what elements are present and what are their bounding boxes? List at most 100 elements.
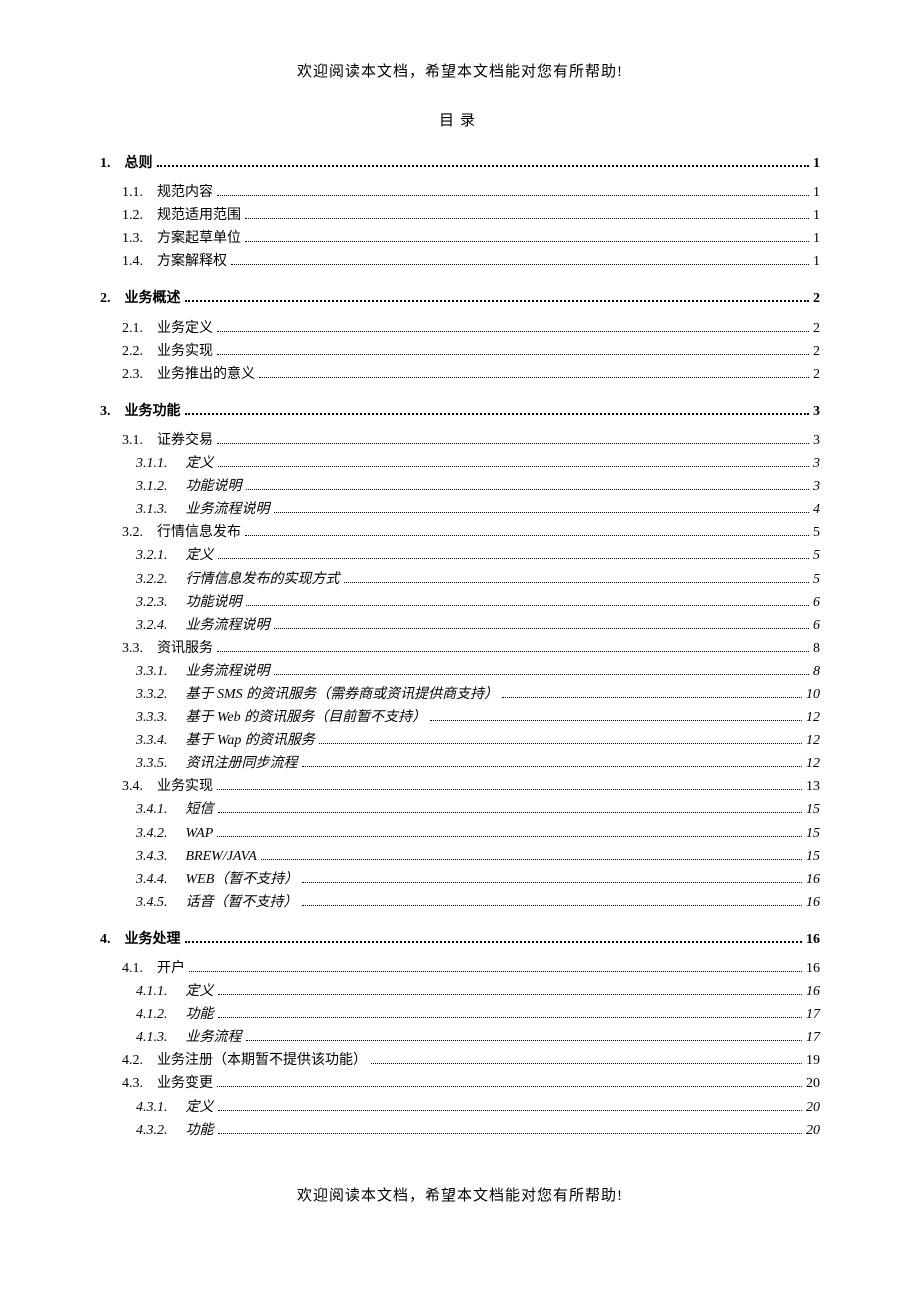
toc-entry-page: 20 — [806, 1072, 820, 1095]
toc-entry-text: 业务流程说明 — [186, 660, 270, 683]
toc-entry-number: 3.1.1. — [136, 452, 168, 475]
toc-leader-dots — [245, 241, 809, 242]
toc-entry-text: 业务概述 — [125, 287, 181, 310]
toc-leader-dots — [261, 859, 802, 860]
toc-entry-text: 业务注册（本期暂不提供该功能） — [157, 1049, 367, 1072]
toc-entry-text: 方案解释权 — [157, 250, 227, 273]
toc-entry-page: 6 — [813, 614, 820, 637]
toc-entry-page: 3 — [813, 429, 820, 452]
toc-entry-number: 2. — [100, 287, 111, 310]
toc-entry-number: 4.3.2. — [136, 1119, 168, 1142]
toc-entry-number: 3.4. — [122, 775, 143, 798]
toc-leader-dots — [217, 651, 809, 652]
toc-entry-page: 1 — [813, 181, 820, 204]
toc-entry: 3.3.5.资讯注册同步流程12 — [100, 752, 820, 775]
toc-entry-text: 短信 — [186, 798, 214, 821]
toc-entry-number: 4. — [100, 928, 111, 951]
toc-entry: 4.1.3.业务流程17 — [100, 1026, 820, 1049]
toc-entry: 3.2.3. 功能说明 6 — [100, 591, 820, 614]
toc-entry: 2.业务概述2 — [100, 287, 820, 310]
toc-entry-number: 1.3. — [122, 227, 143, 250]
toc-entry-page: 3 — [813, 475, 820, 498]
toc-entry-page: 12 — [806, 729, 820, 752]
toc-entry: 3.4.2.WAP15 — [100, 822, 820, 845]
toc-entry-text: BREW/JAVA — [186, 845, 257, 868]
toc-entry: 4.3.业务变更20 — [100, 1072, 820, 1095]
toc-entry-number: 2.3. — [122, 363, 143, 386]
toc-entry-number: 1.2. — [122, 204, 143, 227]
toc-entry-number: 3.1. — [122, 429, 143, 452]
toc-entry: 3.2.2.行情信息发布的实现方式5 — [100, 568, 820, 591]
toc-entry-text: 功能说明 — [186, 591, 242, 614]
toc-leader-dots — [218, 558, 810, 559]
toc-leader-dots — [217, 836, 802, 837]
toc-entry-number: 4.3.1. — [136, 1096, 168, 1119]
toc-entry-text: 资讯注册同步流程 — [186, 752, 298, 775]
toc-leader-dots — [218, 994, 803, 995]
toc-entry-number: 4.1.3. — [136, 1026, 168, 1049]
toc-entry-text: 业务推出的意义 — [157, 363, 255, 386]
toc-entry: 2.3. 业务推出的意义 2 — [100, 363, 820, 386]
toc-entry: 4.3.2.功能20 — [100, 1119, 820, 1142]
toc-entry-page: 10 — [806, 683, 820, 706]
toc-leader-dots — [274, 674, 810, 675]
toc-leader-dots — [302, 905, 803, 906]
toc-entry-text: WAP — [186, 822, 214, 845]
toc-entry-number: 3.4.4. — [136, 868, 168, 891]
toc-entry: 2.1.业务定义2 — [100, 317, 820, 340]
toc-leader-dots — [217, 354, 809, 355]
toc-leader-dots — [246, 1040, 803, 1041]
toc-entry-page: 1 — [813, 152, 820, 175]
toc-entry-text: 定义 — [186, 544, 214, 567]
toc-entry-number: 3.3.2. — [136, 683, 168, 706]
toc-entry-page: 16 — [806, 957, 820, 980]
toc-entry-number: 3.2.3. — [136, 591, 168, 614]
toc-entry: 4.3.1.定义20 — [100, 1096, 820, 1119]
toc-leader-dots — [217, 443, 809, 444]
toc-entry: 3.1.2.功能说明3 — [100, 475, 820, 498]
toc-entry-page: 5 — [813, 568, 820, 591]
toc-entry: 3.3.资讯服务8 — [100, 637, 820, 660]
toc-entry-page: 6 — [813, 591, 820, 614]
toc-entry: 3.4.5.话音（暂不支持）16 — [100, 891, 820, 914]
toc-entry-number: 3.1.2. — [136, 475, 168, 498]
toc-leader-dots — [302, 882, 802, 883]
toc-entry: 3.3.3.基于 Web 的资讯服务（目前暂不支持）12 — [100, 706, 820, 729]
toc-leader-dots — [185, 941, 803, 943]
toc-entry-page: 16 — [806, 891, 820, 914]
toc-leader-dots — [218, 1017, 803, 1018]
toc-leader-dots — [185, 413, 810, 415]
toc-entry-text: 规范适用范围 — [157, 204, 241, 227]
toc-entry: 3.3.2.基于 SMS 的资讯服务（需券商或资讯提供商支持）10 — [100, 683, 820, 706]
toc-entry-page: 4 — [813, 498, 820, 521]
toc-leader-dots — [218, 1110, 803, 1111]
toc-entry: 1.4.方案解释权1 — [100, 250, 820, 273]
toc-entry-number: 4.2. — [122, 1049, 143, 1072]
toc-entry: 1.总则1 — [100, 152, 820, 175]
toc-entry-page: 2 — [813, 363, 820, 386]
toc-leader-dots — [319, 743, 802, 744]
toc-entry-page: 16 — [806, 928, 820, 951]
toc-entry-number: 3.4.1. — [136, 798, 168, 821]
toc-entry-number: 2.2. — [122, 340, 143, 363]
toc-entry-text: 业务流程说明 — [186, 614, 270, 637]
toc-entry-text: 开户 — [157, 957, 185, 980]
toc-entry-text: 业务实现 — [157, 775, 213, 798]
toc-entry-text: 话音（暂不支持） — [186, 891, 298, 914]
toc-leader-dots — [245, 218, 809, 219]
toc-entry-text: 行情信息发布的实现方式 — [186, 568, 340, 591]
toc-entry-text: 业务流程说明 — [186, 498, 270, 521]
toc-entry-text: 行情信息发布 — [157, 521, 241, 544]
toc-entry: 3.3.1.业务流程说明8 — [100, 660, 820, 683]
toc-entry-text: 业务流程 — [186, 1026, 242, 1049]
toc-entry-page: 15 — [806, 845, 820, 868]
toc-entry-page: 16 — [806, 980, 820, 1003]
toc-entry-page: 5 — [813, 521, 820, 544]
toc-entry-number: 3.3. — [122, 637, 143, 660]
toc-entry: 3.4.1.短信15 — [100, 798, 820, 821]
toc-entry-text: 规范内容 — [157, 181, 213, 204]
toc-entry-page: 8 — [813, 637, 820, 660]
toc-entry-text: WEB（暂不支持） — [186, 868, 299, 891]
toc-entry-number: 3.3.4. — [136, 729, 168, 752]
toc-leader-dots — [274, 628, 810, 629]
